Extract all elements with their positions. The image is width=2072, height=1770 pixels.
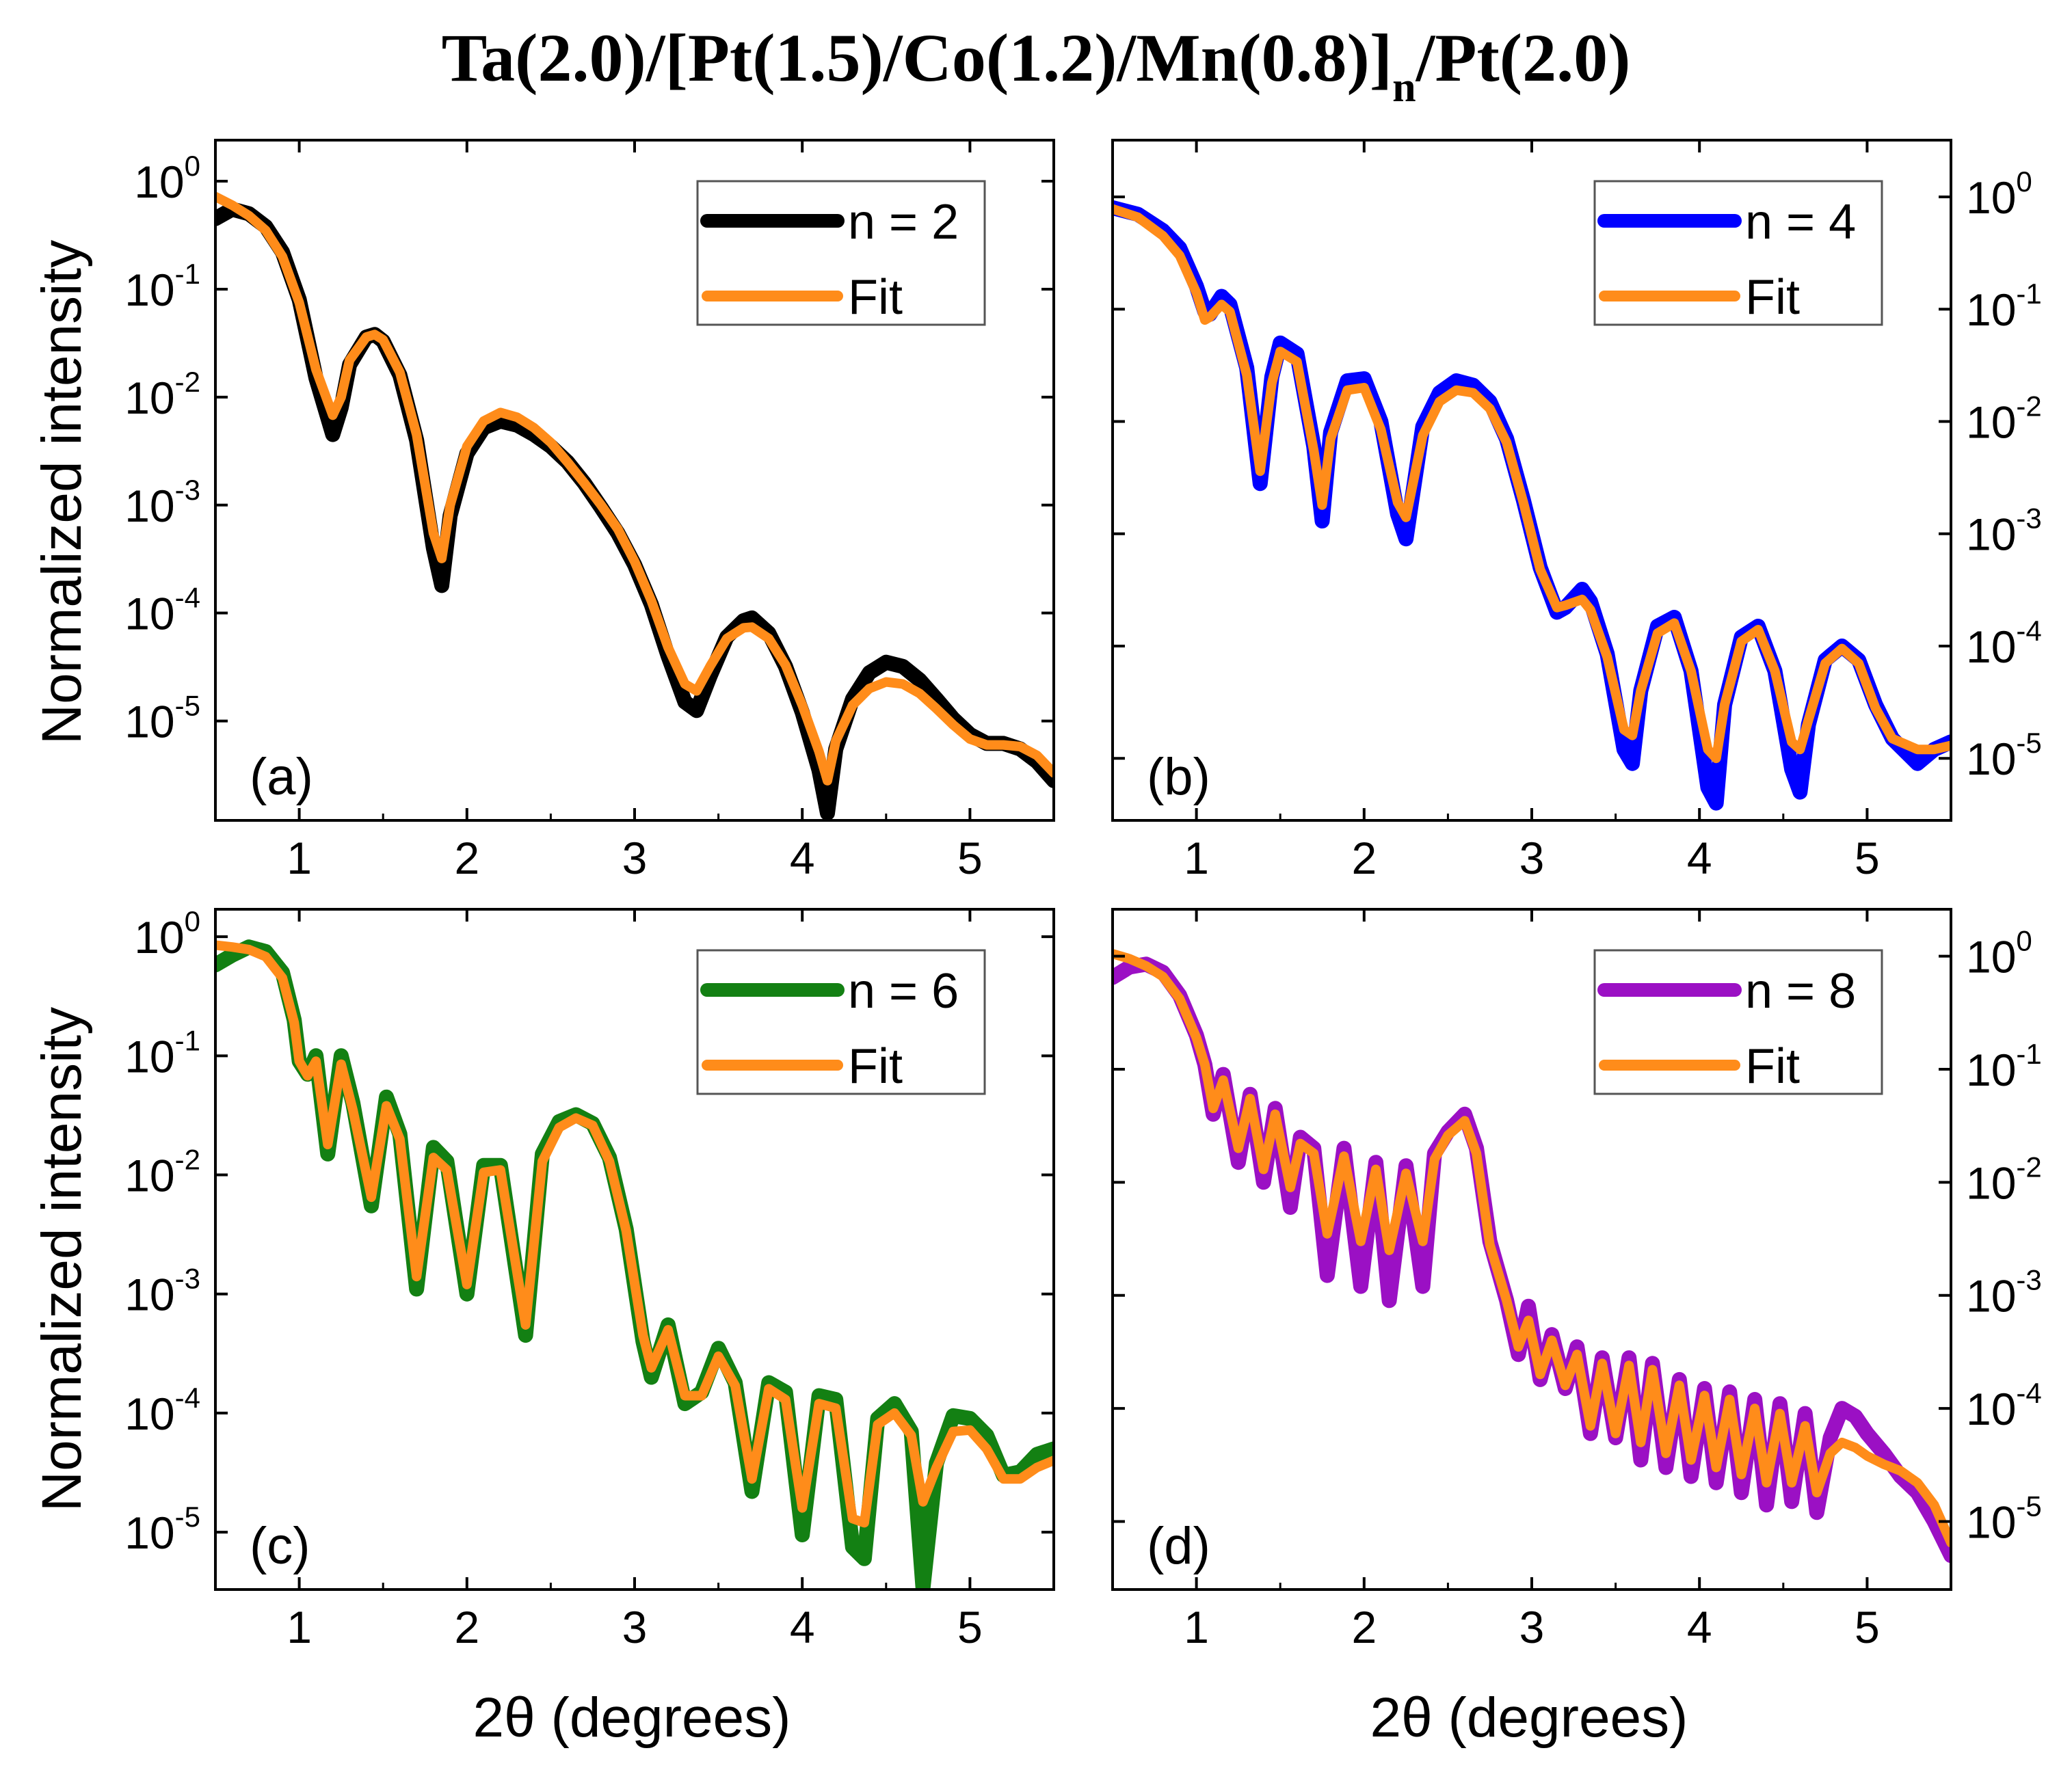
x-tick-label: 5 [1855,1602,1880,1652]
legend-label: Fit [1745,270,1800,325]
y-tick-label: 10-5 [124,1501,200,1558]
x-tick-label: 4 [1687,1602,1712,1652]
y-tick-label: 10-2 [1966,1151,2042,1208]
x-tick-label: 2 [1351,1602,1377,1652]
y-tick-label: 100 [134,150,200,207]
panel-b: 1 2 3 4 5 100 10-1 10-2 10-3 10-4 10-5 (b) n = 4 Fit [1111,139,2042,883]
x-tick-label: 4 [790,833,815,883]
x-tick-label: 1 [287,833,312,883]
x-tick-label: 2 [1351,833,1377,883]
panel-label: (a) [250,748,313,806]
panel-label: (d) [1147,1517,1210,1575]
x-tick-label: 2 [454,1602,479,1652]
figure-title: Ta(2.0)/[Pt(1.5)/Co(1.2)/Mn(0.8)]n/Pt(2.… [442,20,1631,111]
y-tick-label: 10-4 [124,582,200,639]
figure-title-subscript: n [1392,64,1416,111]
y-tick-label: 10-5 [1966,1490,2042,1547]
y-axis-title-bottom: Normalized intensity [31,1007,93,1512]
x-axis-title-left: 2θ (degrees) [473,1687,791,1749]
y-tick-label: 10-1 [1966,1038,2042,1095]
y-tick-label: 10-3 [124,474,200,531]
x-tick-label: 1 [287,1602,312,1652]
legend: n = 4 Fit [1593,180,1883,326]
x-tick-label: 3 [1519,833,1545,883]
legend-label: n = 2 [848,195,959,250]
series-line-fit [215,191,1054,786]
y-tick-label: 10-1 [1966,278,2042,335]
panel-d: 1 2 3 4 5 100 10-1 10-2 10-3 10-4 10-5 (d) n = 8 Fit [1111,908,2042,1652]
x-tick-label: 5 [957,833,983,883]
y-tick-label: 10-3 [1966,1264,2042,1322]
y-tick-label: 10-2 [124,1144,200,1201]
y-tick-label: 100 [1966,925,2032,982]
legend-label: Fit [848,270,903,325]
y-axis-title-top: Normalized intensity [31,240,93,745]
y-tick-label: 10-3 [1966,502,2042,560]
series-line-fit [215,940,1054,1528]
x-tick-label: 1 [1184,1602,1209,1652]
legend-label: n = 6 [848,964,959,1019]
y-tick-label: 10-5 [1966,727,2042,784]
x-tick-label: 2 [454,833,479,883]
y-tick-label: 10-2 [124,366,200,423]
x-axis-title-right: 2θ (degrees) [1370,1687,1688,1749]
y-tick-label: 10-5 [124,690,200,747]
panel-a: 1 2 3 4 5 100 10-1 10-2 10-3 10-4 10-5 (a) n = 2 Fit [124,139,1055,883]
x-tick-label: 5 [1855,833,1880,883]
figure-title-suffix: /Pt(2.0) [1416,20,1631,96]
series-line-fit [1113,204,1951,764]
x-tick-label: 5 [957,1602,983,1652]
x-tick-label: 4 [1687,833,1712,883]
y-tick-label: 10-4 [124,1382,200,1439]
legend-label: Fit [848,1039,903,1094]
legend: n = 6 Fit [696,949,986,1095]
x-tick-label: 1 [1184,833,1209,883]
x-tick-label: 3 [1519,1602,1545,1652]
legend-label: n = 8 [1745,964,1856,1019]
figure-title-main: Ta(2.0)/[Pt(1.5)/Co(1.2)/Mn(0.8)] [442,20,1392,96]
panel-c: 1 2 3 4 5 100 10-1 10-2 10-3 10-4 10-5 (c) n = 6 Fit [124,905,1055,1652]
y-tick-label: 10-2 [1966,390,2042,447]
legend-label: Fit [1745,1039,1800,1094]
legend: n = 8 Fit [1593,949,1883,1095]
series-line-fit [1113,949,1951,1548]
x-tick-label: 3 [622,833,648,883]
panel-label: (c) [250,1517,310,1575]
y-tick-label: 10-4 [1966,1377,2042,1434]
y-tick-label: 10-1 [124,1024,200,1082]
y-tick-label: 100 [1966,165,2032,223]
x-tick-label: 3 [622,1602,648,1652]
x-tick-label: 4 [790,1602,815,1652]
legend-label: n = 4 [1745,195,1856,250]
panel-label: (b) [1147,748,1210,806]
y-tick-label: 10-3 [124,1263,200,1320]
y-tick-label: 100 [134,905,200,963]
y-tick-label: 10-4 [1966,615,2042,672]
y-tick-label: 10-1 [124,258,200,315]
legend: n = 2 Fit [696,180,986,326]
